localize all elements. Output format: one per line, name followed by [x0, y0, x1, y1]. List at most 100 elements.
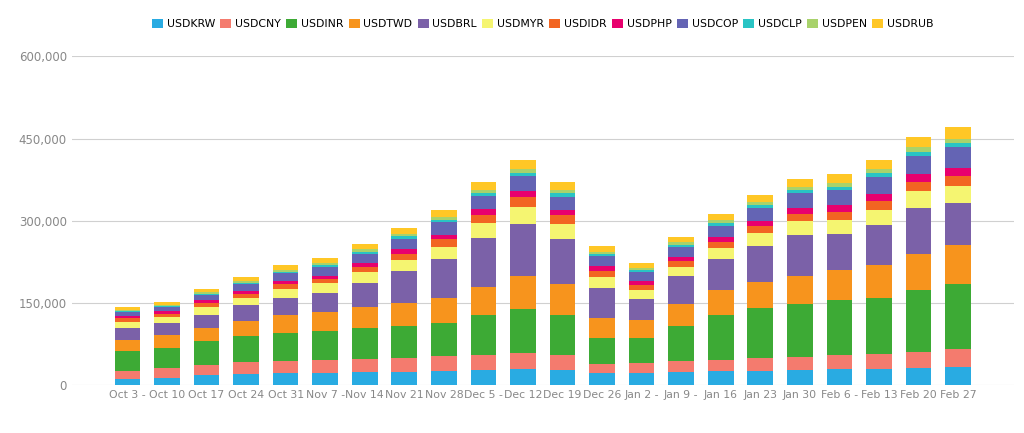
Bar: [470, 215, 497, 223]
Bar: [154, 317, 180, 323]
Bar: [748, 233, 773, 246]
Bar: [866, 160, 892, 169]
Bar: [233, 321, 259, 336]
Bar: [194, 315, 219, 328]
Bar: [945, 284, 971, 349]
Bar: [352, 267, 378, 272]
Bar: [589, 318, 615, 338]
Legend: USDKRW, USDCNY, USDINR, USDTWD, USDBRL, USDMYR, USDIDR, USDPHP, USDCOP, USDCLP, : USDKRW, USDCNY, USDINR, USDTWD, USDBRL, …: [152, 19, 934, 29]
Bar: [154, 305, 180, 306]
Bar: [550, 194, 575, 197]
Bar: [629, 363, 654, 373]
Bar: [905, 352, 932, 368]
Bar: [589, 266, 615, 271]
Bar: [826, 234, 852, 270]
Bar: [826, 183, 852, 187]
Bar: [550, 239, 575, 284]
Bar: [391, 303, 417, 326]
Bar: [669, 304, 694, 326]
Bar: [312, 373, 338, 385]
Bar: [272, 271, 298, 274]
Bar: [272, 284, 298, 289]
Bar: [352, 254, 378, 263]
Bar: [669, 237, 694, 242]
Bar: [391, 358, 417, 372]
Bar: [352, 272, 378, 283]
Bar: [826, 270, 852, 301]
Bar: [748, 206, 773, 208]
Bar: [629, 320, 654, 338]
Bar: [352, 359, 378, 372]
Bar: [312, 312, 338, 330]
Bar: [431, 235, 457, 239]
Bar: [352, 307, 378, 328]
Bar: [154, 368, 180, 378]
Bar: [194, 301, 219, 303]
Bar: [272, 373, 298, 385]
Bar: [233, 277, 259, 281]
Bar: [470, 209, 497, 215]
Bar: [708, 359, 733, 371]
Bar: [866, 225, 892, 265]
Bar: [866, 169, 892, 173]
Bar: [787, 304, 813, 357]
Bar: [470, 355, 497, 370]
Bar: [233, 362, 259, 375]
Bar: [589, 373, 615, 385]
Bar: [866, 354, 892, 369]
Bar: [470, 315, 497, 355]
Bar: [748, 208, 773, 221]
Bar: [905, 155, 932, 174]
Bar: [945, 186, 971, 203]
Bar: [391, 326, 417, 358]
Bar: [945, 245, 971, 284]
Bar: [194, 292, 219, 294]
Bar: [312, 265, 338, 267]
Bar: [194, 328, 219, 342]
Bar: [431, 297, 457, 323]
Bar: [510, 353, 536, 369]
Bar: [826, 355, 852, 369]
Bar: [748, 359, 773, 371]
Bar: [748, 221, 773, 226]
Bar: [866, 210, 892, 225]
Bar: [629, 285, 654, 290]
Bar: [154, 313, 180, 317]
Bar: [945, 139, 971, 143]
Bar: [945, 203, 971, 245]
Bar: [826, 301, 852, 355]
Bar: [510, 173, 536, 176]
Bar: [629, 271, 654, 272]
Bar: [115, 379, 140, 385]
Bar: [154, 302, 180, 305]
Bar: [589, 246, 615, 252]
Bar: [748, 226, 773, 233]
Bar: [510, 276, 536, 309]
Bar: [748, 282, 773, 308]
Bar: [826, 190, 852, 206]
Bar: [866, 265, 892, 297]
Bar: [945, 367, 971, 385]
Bar: [826, 206, 852, 212]
Bar: [589, 271, 615, 277]
Bar: [945, 147, 971, 168]
Bar: [391, 228, 417, 234]
Bar: [708, 214, 733, 220]
Bar: [669, 326, 694, 361]
Bar: [431, 323, 457, 356]
Bar: [826, 187, 852, 190]
Bar: [787, 208, 813, 214]
Bar: [510, 176, 536, 191]
Bar: [550, 355, 575, 370]
Bar: [510, 309, 536, 353]
Bar: [905, 152, 932, 155]
Bar: [470, 193, 497, 196]
Bar: [550, 315, 575, 355]
Bar: [233, 294, 259, 297]
Bar: [510, 224, 536, 276]
Bar: [272, 333, 298, 361]
Bar: [194, 342, 219, 365]
Bar: [669, 257, 694, 262]
Bar: [272, 361, 298, 373]
Bar: [115, 351, 140, 371]
